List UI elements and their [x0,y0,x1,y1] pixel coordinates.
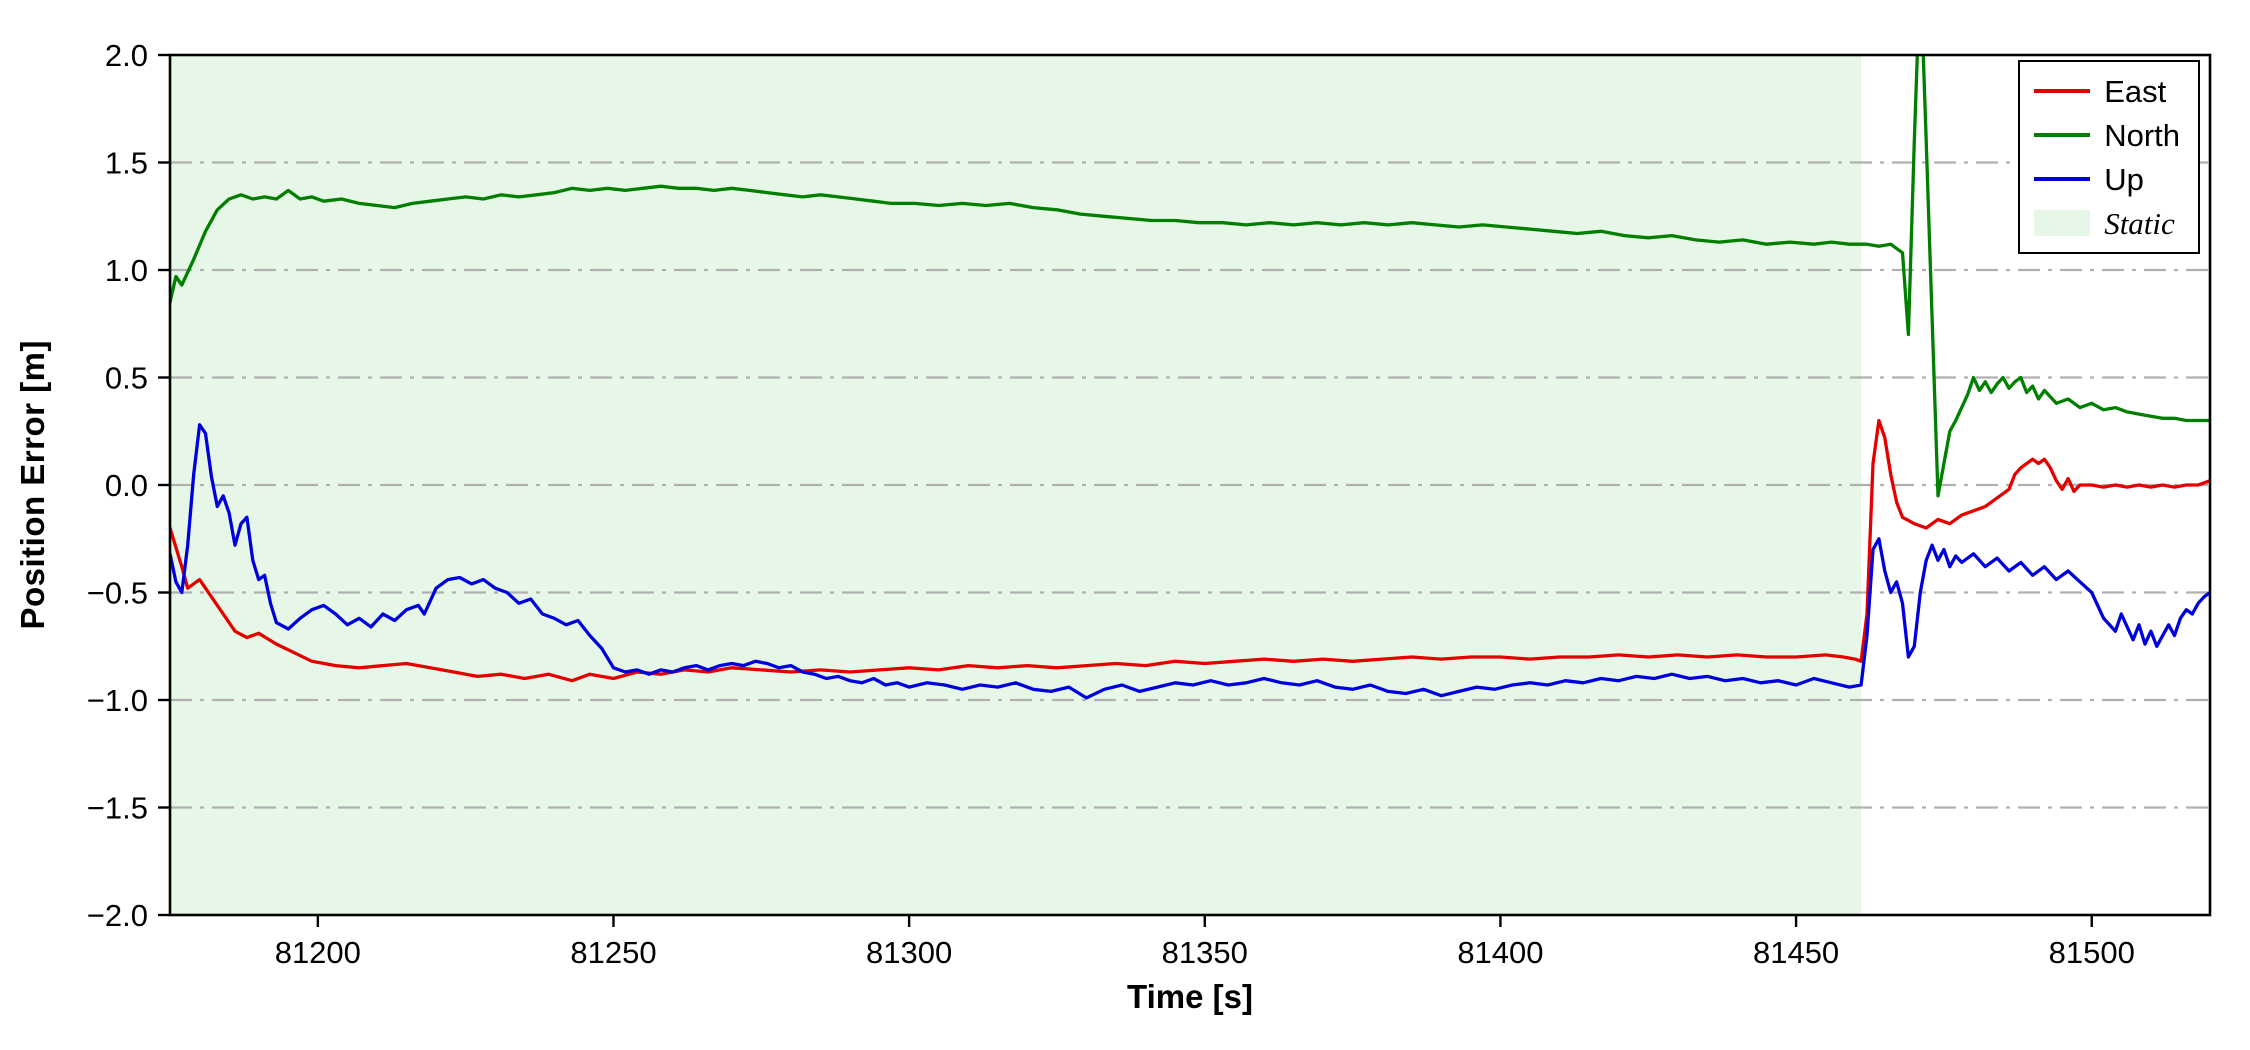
legend: East North Up Static [2018,60,2200,254]
y-tick-label: 2.0 [105,38,148,73]
series-line-up [170,423,2210,700]
y-tick-label: 1.0 [105,253,148,288]
series-line-north [170,55,2210,498]
x-axis-label: Time [s] [1127,978,1253,1015]
x-tick-label: 81200 [275,935,361,970]
x-tick-label: 81250 [570,935,656,970]
x-tick-label: 81500 [2049,935,2135,970]
legend-entry-east: East [2034,72,2180,110]
static-patch-swatch [2034,210,2091,236]
y-tick-label: −2.0 [87,898,148,933]
legend-label-up: Up [2104,161,2144,197]
x-tick-label: 81350 [1162,935,1248,970]
north-line-swatch [2034,133,2091,137]
y-tick-label: −1.5 [87,791,148,826]
up-line-swatch [2034,177,2091,181]
legend-label-north: North [2104,117,2180,153]
y-axis-label-wrap: Position Error [m] [14,55,52,915]
legend-entry-static: Static [2034,204,2180,242]
y-tick-label: 0.0 [105,468,148,503]
legend-label-static: Static [2104,205,2175,241]
x-tick-label: 81450 [1753,935,1839,970]
legend-entry-north: North [2034,116,2180,154]
y-tick-label: −0.5 [87,576,148,611]
y-axis-label: Position Error [m] [14,340,51,630]
y-tick-label: 0.5 [105,361,148,396]
east-line-swatch [2034,89,2091,93]
x-tick-label: 81400 [1457,935,1543,970]
legend-entry-up: Up [2034,160,2180,198]
y-tick-label: −1.0 [87,683,148,718]
x-tick-label: 81300 [866,935,952,970]
legend-label-east: East [2104,73,2167,109]
series-line-east [170,418,2210,683]
x-axis-label-wrap: Time [s] [170,978,2210,1016]
y-tick-label: 1.5 [105,146,148,181]
